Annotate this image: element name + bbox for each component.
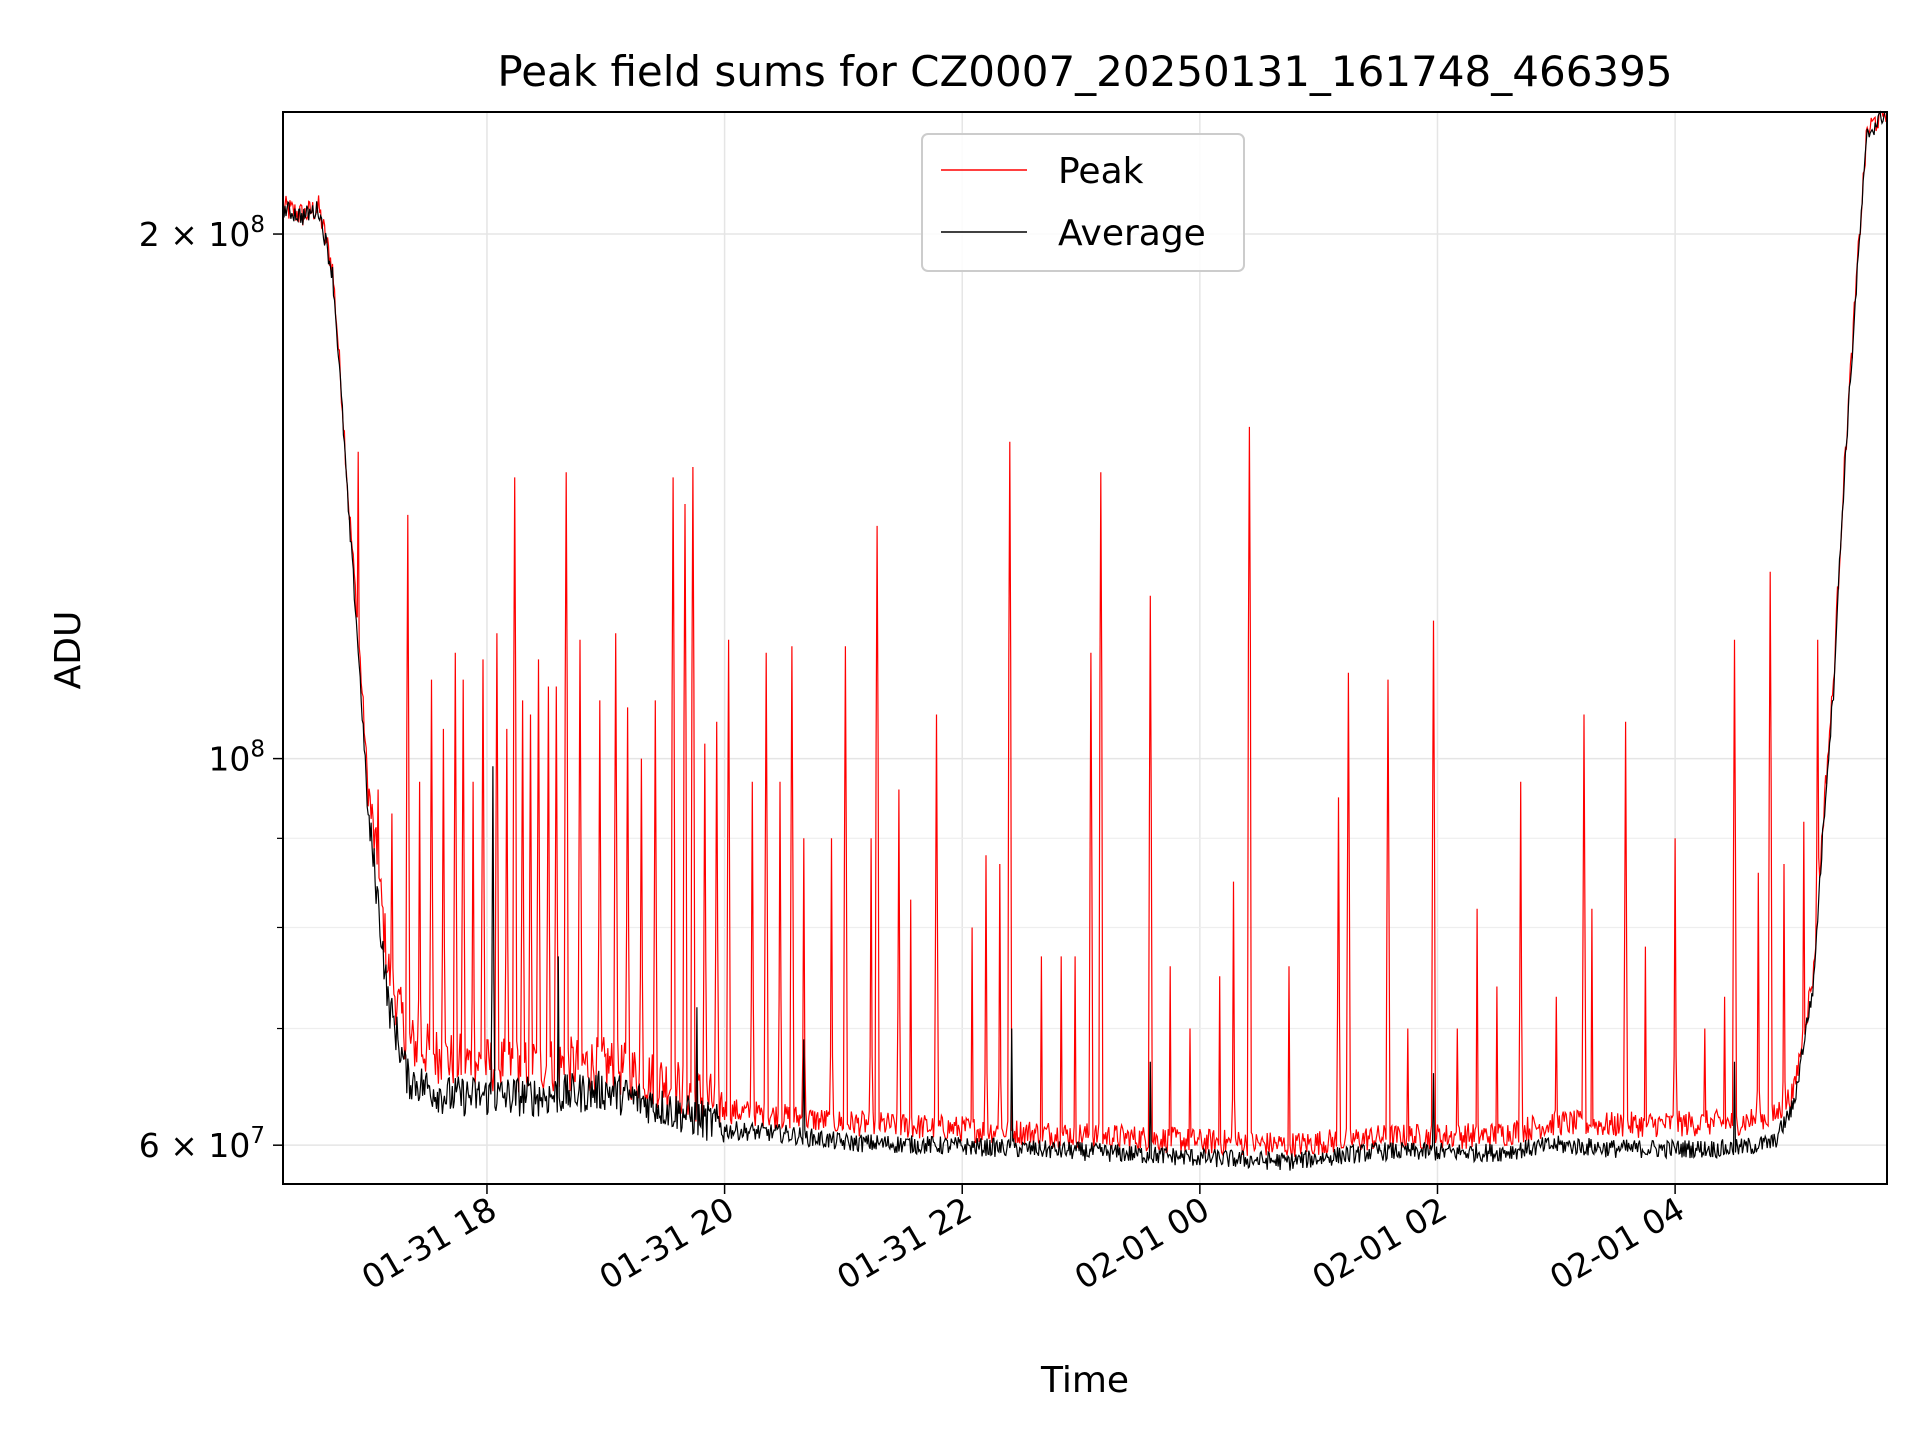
axes-frame: [282, 111, 1888, 1185]
legend: Peak Average: [921, 133, 1245, 272]
legend-label-peak: Peak: [1058, 151, 1144, 192]
chart-title: Peak field sums for CZ0007_20250131_1617…: [497, 47, 1672, 96]
plot-area: [282, 110, 1888, 1171]
series-line-peak: [282, 111, 1888, 1159]
legend-label-average: Average: [1058, 213, 1206, 254]
y-tick-label: 2 × 108: [139, 212, 265, 254]
grid: [283, 112, 1887, 1184]
y-axis-label: ADU: [48, 611, 89, 690]
series-line-average: [282, 110, 1887, 1171]
y-tick-label: 6 × 107: [139, 1123, 265, 1165]
x-axis-label: Time: [1040, 1360, 1129, 1401]
legend-box: [921, 133, 1245, 272]
